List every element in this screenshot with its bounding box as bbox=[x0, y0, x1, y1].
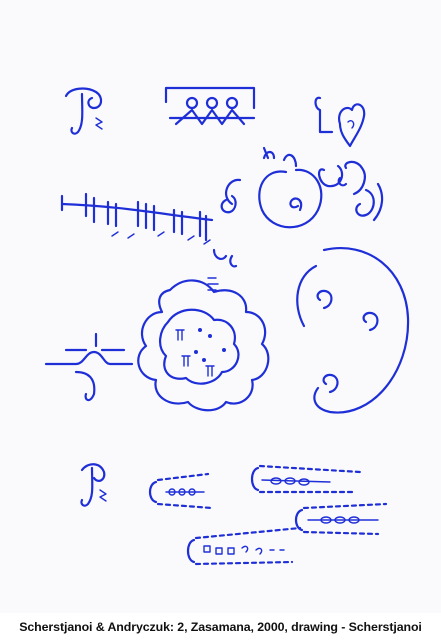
egg-shape bbox=[296, 247, 410, 414]
cylinder-1 bbox=[148, 472, 214, 510]
cloud-shape bbox=[137, 248, 270, 412]
cylinder-2 bbox=[250, 464, 362, 494]
hook-glyph-top bbox=[64, 87, 103, 135]
drawing-sheet bbox=[44, 86, 410, 566]
hook-glyph-bottom bbox=[80, 463, 107, 507]
cylinder-3 bbox=[294, 502, 388, 536]
heart-glyph bbox=[314, 96, 366, 148]
fence-line bbox=[60, 192, 214, 245]
boxed-figures bbox=[164, 86, 256, 126]
ink-drawing bbox=[44, 86, 410, 566]
image-caption: Scherstjanoi & Andryczuk: 2, Zasamana, 2… bbox=[19, 620, 422, 634]
spiral-cluster bbox=[220, 146, 384, 229]
left-sign bbox=[44, 332, 134, 402]
cylinder-4 bbox=[186, 526, 302, 566]
